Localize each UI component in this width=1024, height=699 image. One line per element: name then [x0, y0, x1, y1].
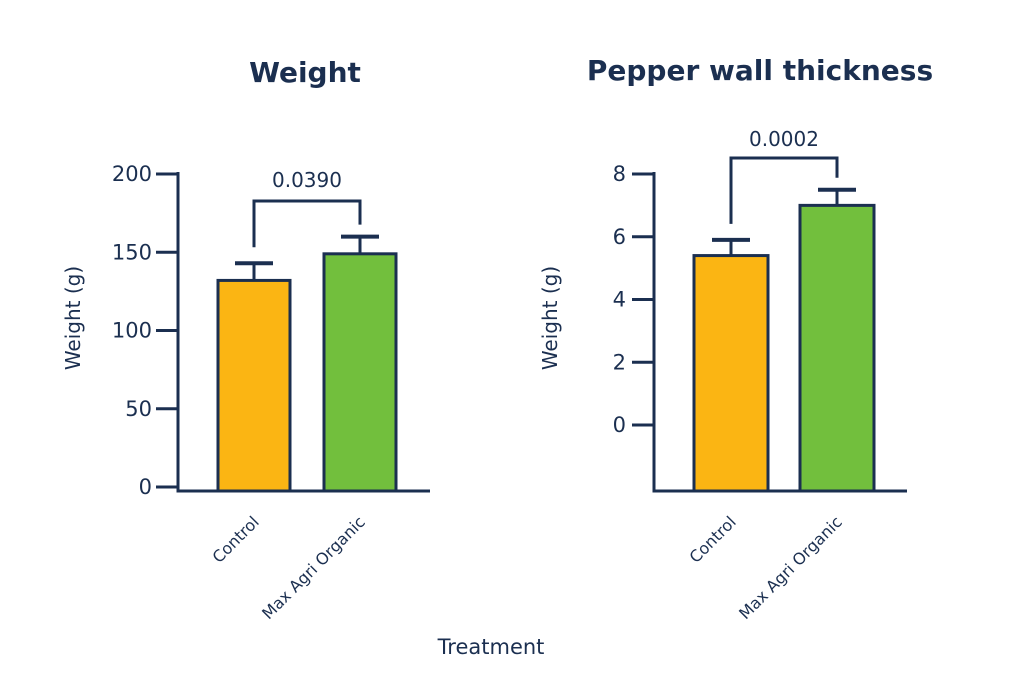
bar — [798, 203, 876, 493]
p-value-label: 0.0390 — [272, 168, 342, 192]
bar — [692, 254, 770, 493]
significance-bracket — [252, 199, 362, 248]
y-tick-label: 8 — [613, 162, 626, 186]
y-tick-label: 0 — [139, 475, 152, 499]
category-label: Control — [208, 512, 262, 566]
y-tick-label: 2 — [613, 350, 626, 374]
y-tick-label: 150 — [112, 240, 152, 264]
p-value-label: 0.0002 — [749, 127, 819, 151]
category-label: Control — [685, 512, 739, 566]
wall-thickness-chart: Pepper wall thickness Weight (g) 0 2 4 6 8 Cont… — [538, 54, 933, 623]
y-tick-label: 4 — [613, 288, 626, 312]
x-axis-label: Treatment — [437, 635, 545, 659]
y-tick-label: 50 — [125, 397, 152, 421]
bar — [216, 278, 292, 493]
y-tick-label: 100 — [112, 319, 152, 343]
bar — [322, 252, 398, 493]
y-tick-label: 200 — [112, 162, 152, 186]
category-label: Max Agri Organic — [735, 512, 846, 623]
y-axis-label: Weight (g) — [61, 266, 85, 370]
y-tick-label: 0 — [613, 413, 626, 437]
y-tick-label: 6 — [613, 225, 626, 249]
chart-title: Weight — [249, 56, 361, 89]
significance-bracket — [729, 156, 839, 224]
y-axis-label: Weight (g) — [538, 266, 562, 370]
chart-title: Pepper wall thickness — [587, 54, 933, 87]
category-label: Max Agri Organic — [258, 512, 369, 623]
